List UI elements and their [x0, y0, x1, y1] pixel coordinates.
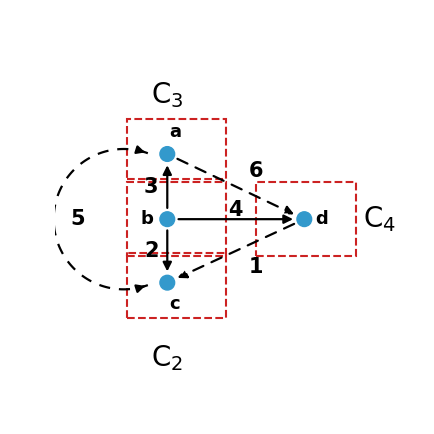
Text: 2: 2 — [144, 241, 158, 261]
Text: 5: 5 — [71, 209, 85, 229]
Circle shape — [297, 212, 312, 227]
Text: b: b — [140, 210, 153, 228]
Text: d: d — [315, 210, 328, 228]
Bar — [127, 182, 226, 256]
Circle shape — [160, 212, 174, 227]
Text: C$_3$: C$_3$ — [151, 81, 184, 110]
Text: 3: 3 — [144, 177, 158, 197]
Text: a: a — [169, 123, 181, 141]
Text: 4: 4 — [229, 200, 243, 220]
Text: C$_2$: C$_2$ — [151, 343, 183, 373]
Circle shape — [160, 275, 174, 290]
Circle shape — [160, 147, 174, 161]
Text: C$_4$: C$_4$ — [363, 204, 396, 234]
Bar — [127, 253, 226, 318]
Bar — [256, 182, 356, 256]
Text: c: c — [169, 296, 180, 313]
Bar — [127, 119, 226, 179]
Text: 1: 1 — [249, 257, 263, 277]
Text: 6: 6 — [249, 161, 263, 181]
